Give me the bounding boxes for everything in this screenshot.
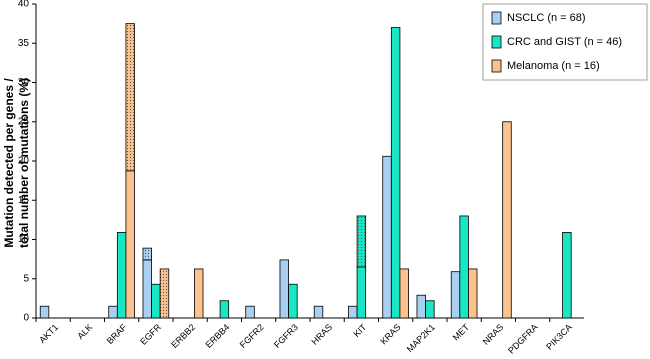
y-tick-label: 35 xyxy=(18,38,30,49)
y-tick-label: 10 xyxy=(18,234,30,245)
bar-segment xyxy=(159,268,170,319)
x-tick-label: NRAS xyxy=(481,322,506,347)
bar xyxy=(151,283,161,319)
y-tick-label: 5 xyxy=(23,273,29,284)
bar xyxy=(399,268,409,319)
legend-swatch xyxy=(491,35,502,49)
y-tick-label: 15 xyxy=(18,195,30,206)
legend-label: NSCLC (n = 68) xyxy=(507,12,586,24)
x-tick-label: PDGFRA xyxy=(506,322,540,356)
y-tick-label: 30 xyxy=(18,77,30,88)
bar xyxy=(562,232,572,319)
legend-swatch xyxy=(491,59,502,73)
bar-segment xyxy=(356,215,367,268)
bar xyxy=(288,283,298,319)
x-tick-label: AKT1 xyxy=(37,322,60,345)
y-tick-label: 20 xyxy=(18,156,30,167)
legend-label: Melanoma (n = 16) xyxy=(507,60,600,72)
bar xyxy=(416,294,426,319)
legend-swatch xyxy=(491,11,502,25)
bar xyxy=(279,259,289,319)
bar xyxy=(125,170,135,319)
bar xyxy=(468,268,478,319)
bar xyxy=(459,215,469,319)
bar xyxy=(425,300,435,319)
x-tick-label: FGFR2 xyxy=(238,322,266,350)
x-tick-label: ALK xyxy=(75,322,94,341)
y-tick-label: 0 xyxy=(23,313,29,324)
bar xyxy=(116,232,127,319)
x-tick-label: KIT xyxy=(351,322,368,339)
x-tick-label: HRAS xyxy=(309,322,334,347)
bar xyxy=(194,268,204,319)
bar xyxy=(348,305,358,319)
y-axis-label: Mutation detected per genes / xyxy=(2,78,16,248)
x-tick-label: ERBB4 xyxy=(204,322,232,350)
bar xyxy=(142,259,152,319)
bar xyxy=(390,27,401,319)
bar xyxy=(39,305,50,319)
legend-label: CRC and GIST (n = 46) xyxy=(507,36,622,48)
x-tick-label: MET xyxy=(451,322,472,343)
x-tick-label: EGFR xyxy=(138,322,163,347)
bar xyxy=(219,300,230,319)
bar xyxy=(356,266,367,319)
y-tick-label: 25 xyxy=(18,116,30,127)
bar xyxy=(245,305,255,319)
bar xyxy=(382,155,392,319)
x-tick-label: ERBB2 xyxy=(169,322,197,350)
x-tick-label: PIK3CA xyxy=(544,322,574,352)
y-axis-label: total number of mutations (%) xyxy=(17,78,31,248)
bar xyxy=(108,305,118,319)
bar xyxy=(502,121,512,319)
x-tick-label: MAP2K1 xyxy=(405,322,437,354)
y-tick-label: 40 xyxy=(18,0,30,10)
bar xyxy=(450,271,461,319)
legend: NSCLC (n = 68) CRC and GIST (n = 46) Melan… xyxy=(482,3,648,81)
bar xyxy=(313,305,324,319)
x-tick-label: KRAS xyxy=(378,322,402,346)
x-tick-label: FGFR3 xyxy=(272,322,300,350)
legend-box xyxy=(482,3,648,81)
bar-segment xyxy=(142,247,152,261)
x-tick-label: BRAF xyxy=(105,322,129,346)
bar-segment xyxy=(125,23,135,172)
